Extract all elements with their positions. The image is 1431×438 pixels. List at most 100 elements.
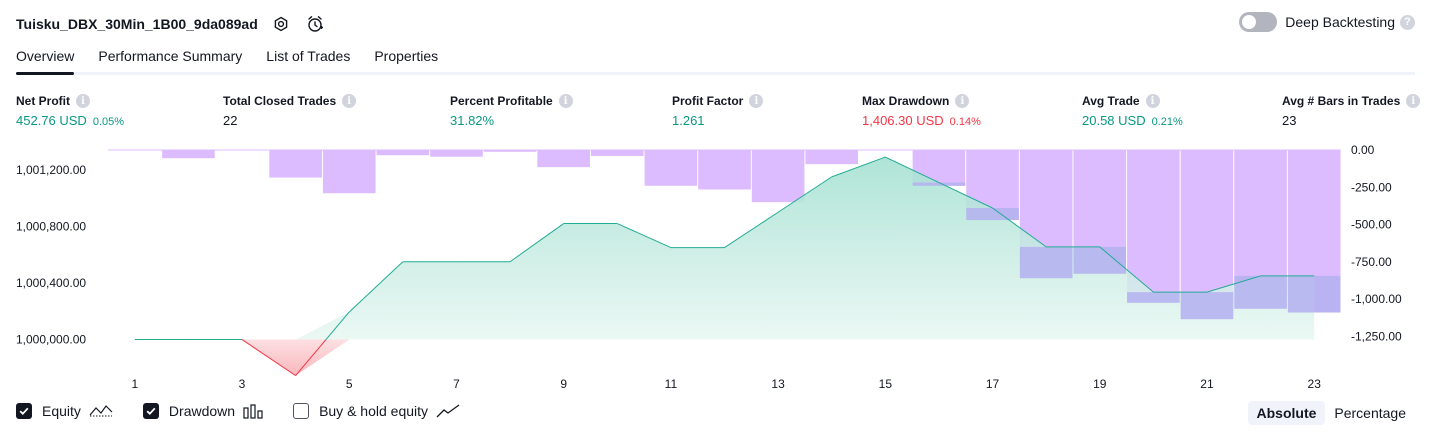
- x-axis-tick-label: 19: [1093, 377, 1107, 390]
- metric-value: 20.58 USD: [1082, 113, 1146, 128]
- drawdown-equity-overlap: [1127, 292, 1180, 303]
- checkbox-checked[interactable]: [16, 403, 32, 419]
- equity-segment: [1099, 246, 1154, 293]
- alert-clock-icon[interactable]: [306, 15, 324, 33]
- drawdown-equity-overlap: [966, 207, 1019, 221]
- info-icon[interactable]: i: [1406, 94, 1421, 108]
- tab-divider: [16, 72, 1415, 75]
- right-axis-tick-label: -1,250.00: [1351, 329, 1402, 343]
- metric-max-drawdown: Max Drawdown i 1,406.30 USD 0.14%: [862, 93, 981, 129]
- right-axis-tick-label: -250.00: [1351, 180, 1392, 194]
- absolute-button[interactable]: Absolute: [1247, 401, 1326, 425]
- equity-line: [134, 156, 1315, 377]
- metric-label: Percent Profitable: [450, 94, 553, 108]
- buy-hold-line-icon: [436, 403, 460, 419]
- metric-label: Profit Factor: [672, 94, 744, 108]
- metric-percent-profitable: Percent Profitable i 31.82%: [450, 93, 573, 129]
- equity-label: Equity: [42, 403, 81, 419]
- metric-value: 31.82%: [450, 113, 495, 128]
- checkbox-unchecked[interactable]: [293, 403, 310, 419]
- deep-backtesting-label: Deep Backtesting: [1285, 14, 1395, 30]
- drawdown-bar: [376, 150, 430, 156]
- strategy-header: Tuisku_DBX_30Min_1B00_9da089ad: [16, 12, 324, 36]
- metric-label: Avg # Bars in Trades: [1282, 94, 1401, 108]
- drawdown-equity-overlap: [1019, 246, 1073, 279]
- x-axis-tick-label: 9: [560, 377, 567, 390]
- equity-segment: [992, 207, 1047, 248]
- x-axis-tick-label: 23: [1308, 377, 1322, 390]
- equity-segment: [831, 156, 886, 178]
- equity-positive-area: [134, 157, 1315, 340]
- drawdown-bar: [483, 150, 537, 152]
- x-axis-tick-label: 15: [879, 377, 893, 390]
- percentage-button[interactable]: Percentage: [1334, 405, 1406, 421]
- info-icon[interactable]: i: [558, 94, 573, 108]
- equity-segment: [724, 211, 779, 249]
- equity-segment: [777, 176, 832, 213]
- metric-profit-factor: Profit Factor i 1.261: [672, 93, 764, 129]
- drawdown-equity-overlap: [1234, 275, 1287, 309]
- x-axis: 1 3 5 7 9 11 13 15 17 19 21 23: [131, 377, 1321, 390]
- chart-legend: Equity Drawdown Buy & hold equity: [16, 403, 490, 419]
- metric-net-profit: Net Profit i 452.76 USD 0.05%: [16, 93, 124, 129]
- drawdown-bar: [322, 150, 376, 194]
- metric-total-closed-trades: Total Closed Trades i 22: [223, 93, 357, 129]
- info-icon[interactable]: i: [342, 94, 357, 108]
- x-axis-tick-label: 1: [131, 377, 138, 390]
- equity-segment: [325, 311, 350, 340]
- x-axis-tick-label: 3: [239, 377, 246, 390]
- drawdown-bar: [590, 150, 644, 156]
- help-icon[interactable]: ?: [1400, 14, 1415, 30]
- drawdown-checkbox[interactable]: Drawdown: [142, 403, 263, 419]
- tab-list-of-trades[interactable]: List of Trades: [266, 48, 351, 64]
- metric-percent: 0.14%: [949, 116, 981, 128]
- info-icon[interactable]: i: [749, 94, 764, 108]
- equity-checkbox[interactable]: Equity: [16, 403, 113, 419]
- drawdown-bar: [805, 150, 859, 165]
- drawdown-equity-overlap: [912, 182, 966, 186]
- drawdown-bar: [698, 150, 751, 190]
- x-axis-tick-label: 11: [665, 377, 678, 390]
- strategy-name: Tuisku_DBX_30Min_1B00_9da089ad: [16, 16, 258, 32]
- tab-properties[interactable]: Properties: [374, 48, 439, 64]
- metric-label: Net Profit: [16, 94, 70, 108]
- metric-percent: 0.21%: [1151, 116, 1183, 128]
- x-axis-tick-label: 13: [771, 377, 785, 390]
- equity-segment: [617, 223, 672, 249]
- left-axis-tick-label: 1,000,000.00: [16, 333, 86, 347]
- info-icon[interactable]: i: [76, 94, 90, 108]
- tab-overview[interactable]: Overview: [16, 48, 75, 75]
- tab-bar: Overview Performance Summary List of Tra…: [16, 48, 1415, 75]
- metric-value: 23: [1282, 113, 1297, 128]
- equity-drawdown-chart[interactable]: 1,000,000.00 1,000,400.00 1,000,800.00 1,00…: [0, 140, 1431, 390]
- equity-segment: [241, 339, 296, 377]
- right-axis-tick-label: -750.00: [1351, 255, 1392, 269]
- drawdown-bars-icon: [243, 403, 263, 419]
- x-axis-tick-label: 5: [346, 377, 353, 390]
- info-icon[interactable]: i: [1145, 94, 1160, 108]
- equity-segment: [509, 223, 564, 263]
- x-axis-tick-label: 21: [1200, 377, 1214, 390]
- metric-value: 452.76 USD: [16, 113, 87, 128]
- buy-hold-label: Buy & hold equity: [319, 403, 429, 419]
- info-icon[interactable]: i: [955, 94, 970, 108]
- drawdown-bar: [430, 150, 483, 157]
- checkbox-checked[interactable]: [142, 403, 159, 419]
- equity-negative-area: [134, 339, 1315, 376]
- tab-performance-summary[interactable]: Performance Summary: [98, 48, 243, 64]
- right-axis-tick-label: -1,000.00: [1351, 292, 1402, 306]
- equity-segment: [938, 182, 993, 209]
- deep-backtesting-toggle[interactable]: [1239, 12, 1278, 32]
- buy-hold-checkbox[interactable]: Buy & hold equity: [293, 403, 460, 419]
- metric-avg-bars-in-trades: Avg # Bars in Trades i 23: [1282, 93, 1421, 129]
- metric-value: 22: [223, 113, 238, 128]
- metric-value: 1.261: [672, 113, 705, 128]
- deep-backtesting: Deep Backtesting ?: [1239, 12, 1415, 32]
- drawdown-equity-overlap: [1180, 292, 1234, 320]
- equity-segment: [295, 339, 327, 376]
- left-axis: 1,000,000.00 1,000,400.00 1,000,800.00 1,00…: [16, 163, 86, 347]
- left-axis-tick-label: 1,001,200.00: [16, 163, 86, 177]
- settings-icon[interactable]: [272, 15, 290, 33]
- right-axis-tick-label: 0.00: [1351, 143, 1375, 157]
- equity-line-icon: [89, 403, 113, 419]
